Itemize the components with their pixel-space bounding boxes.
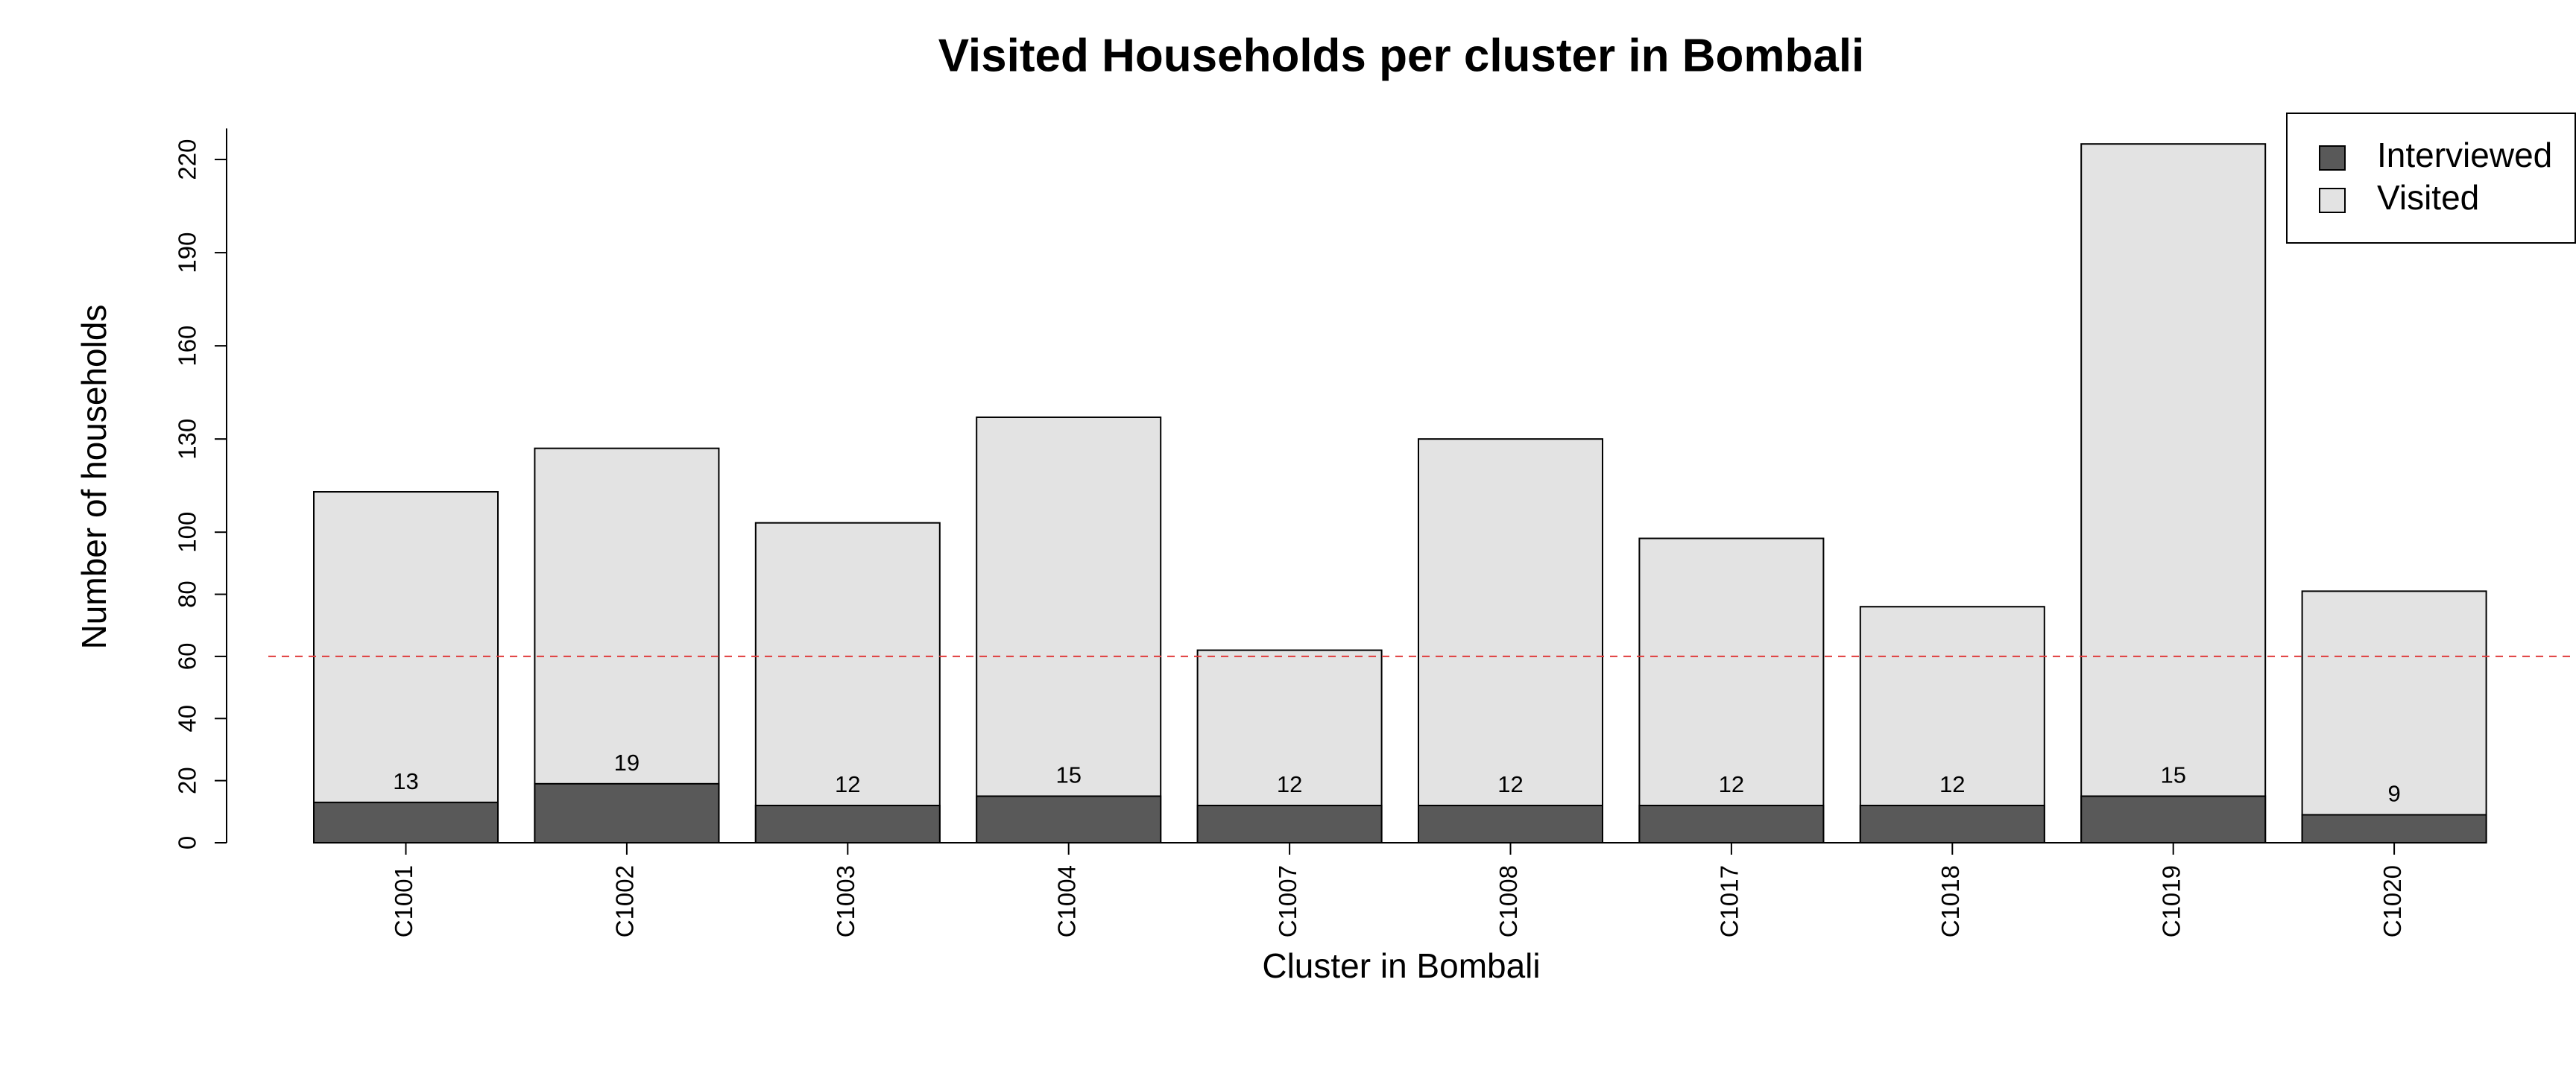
bar [313, 801, 499, 844]
legend-label: Visited [2377, 178, 2479, 217]
bar [1859, 606, 2045, 843]
y-tick-label: 80 [174, 580, 201, 608]
bar [1859, 804, 2045, 844]
data-label: 12 [1939, 771, 1965, 797]
y-tick-label: 190 [174, 232, 201, 273]
x-tick-label: C1018 [1936, 865, 1964, 937]
data-label: 12 [1497, 771, 1523, 797]
data-label: 15 [2160, 762, 2185, 788]
x-tick-label: C1017 [1716, 865, 1743, 937]
data-label: 15 [1055, 762, 1081, 788]
legend-swatch [2319, 145, 2346, 171]
x-tick-label: C1019 [2157, 865, 2185, 937]
bar [976, 795, 1162, 843]
y-tick-label: 0 [174, 836, 201, 849]
x-tick-label: C1004 [1052, 865, 1080, 937]
y-tick-label: 160 [174, 326, 201, 367]
data-label: 13 [393, 768, 418, 794]
bar [2080, 143, 2267, 843]
y-tick-label: 60 [174, 643, 201, 671]
legend-swatch [2319, 188, 2346, 213]
y-tick-label: 220 [174, 139, 201, 180]
bar [1196, 804, 1383, 844]
legend-box [2286, 113, 2576, 244]
bar [754, 804, 941, 844]
bar [1418, 438, 1603, 843]
data-label: 12 [1719, 771, 1744, 797]
x-tick-label: C1001 [390, 865, 417, 937]
legend-label: Interviewed [2377, 136, 2552, 174]
x-tick-label: C1007 [1274, 865, 1301, 937]
y-tick-label: 130 [174, 419, 201, 460]
chart-title: Visited Households per cluster in Bombal… [938, 30, 1865, 81]
x-tick-label: C1003 [832, 865, 859, 937]
bar [1418, 804, 1603, 844]
bar [754, 522, 941, 843]
x-tick-label: C1008 [1494, 865, 1522, 937]
x-tick-label: C1002 [611, 865, 639, 937]
x-axis-title: Cluster in Bombali [1262, 946, 1540, 985]
bar [1638, 804, 1825, 844]
y-tick-label: 20 [174, 767, 201, 794]
bar [534, 447, 720, 843]
data-label: 19 [614, 750, 640, 776]
y-tick-label: 40 [174, 705, 201, 732]
bar [976, 416, 1162, 843]
y-tick-label: 100 [174, 512, 201, 553]
y-axis-title: Number of households [75, 305, 113, 650]
data-label: 12 [835, 771, 860, 797]
x-tick-label: C1020 [2378, 865, 2406, 937]
bar [313, 491, 499, 843]
data-label: 12 [1277, 771, 1302, 797]
bar [534, 782, 720, 843]
bar [2080, 795, 2267, 843]
bar [1638, 537, 1825, 843]
data-label: 9 [2387, 781, 2400, 807]
bar [2301, 814, 2487, 844]
bar [2301, 590, 2487, 844]
